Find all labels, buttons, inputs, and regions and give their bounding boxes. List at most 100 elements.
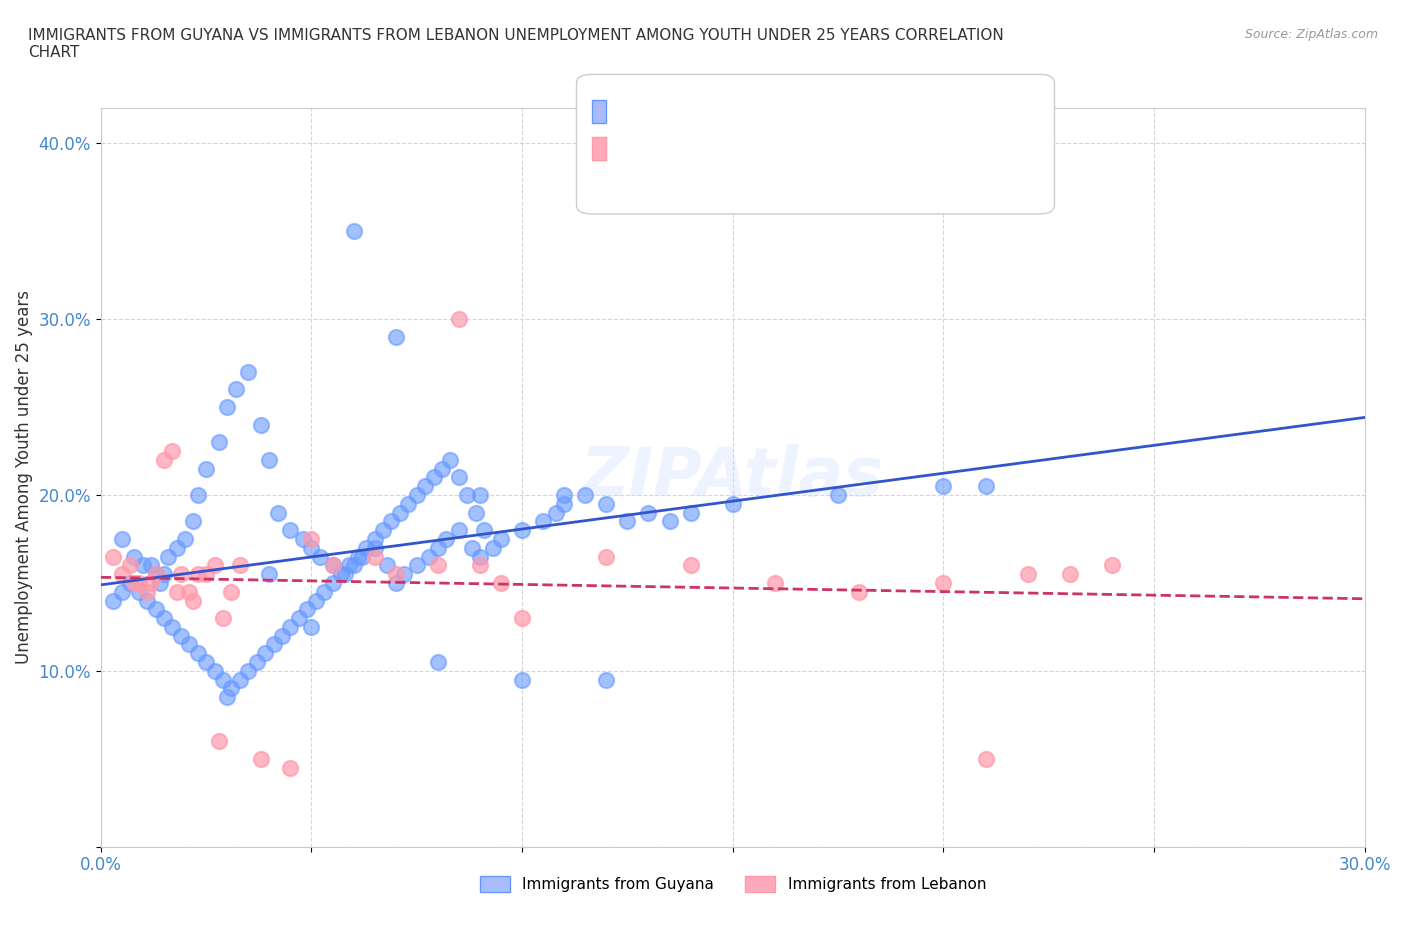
- Point: [321, 558, 343, 573]
- Point: [179, 584, 201, 599]
- Point: [426, 540, 449, 555]
- Point: [544, 505, 567, 520]
- Text: IMMIGRANTS FROM GUYANA VS IMMIGRANTS FROM LEBANON UNEMPLOYMENT AMONG YOUTH UNDER: IMMIGRANTS FROM GUYANA VS IMMIGRANTS FRO…: [28, 28, 1004, 60]
- Point: [187, 487, 209, 502]
- Point: [183, 514, 205, 529]
- Point: [595, 549, 617, 564]
- Legend: Immigrants from Guyana, Immigrants from Lebanon: Immigrants from Guyana, Immigrants from …: [474, 870, 993, 898]
- Point: [974, 751, 997, 766]
- Point: [464, 505, 486, 520]
- Point: [297, 602, 319, 617]
- Point: [426, 558, 449, 573]
- Point: [149, 576, 172, 591]
- Point: [510, 672, 533, 687]
- Point: [250, 751, 273, 766]
- Point: [422, 470, 444, 485]
- Point: [145, 602, 167, 617]
- Point: [174, 532, 197, 547]
- Point: [388, 505, 411, 520]
- Point: [658, 514, 681, 529]
- Point: [204, 663, 226, 678]
- Point: [187, 566, 209, 581]
- Point: [430, 461, 453, 476]
- Point: [204, 558, 226, 573]
- Point: [250, 418, 273, 432]
- Point: [212, 611, 235, 626]
- Point: [405, 558, 427, 573]
- Point: [292, 532, 315, 547]
- Point: [1017, 566, 1039, 581]
- Text: ZIPAtlas: ZIPAtlas: [581, 445, 884, 511]
- Point: [384, 329, 406, 344]
- Point: [392, 566, 415, 581]
- Point: [375, 558, 398, 573]
- Point: [456, 487, 478, 502]
- Point: [153, 452, 176, 467]
- Point: [363, 540, 385, 555]
- Point: [531, 514, 554, 529]
- Point: [120, 576, 142, 591]
- Point: [371, 523, 394, 538]
- Point: [217, 690, 239, 705]
- Point: [384, 566, 406, 581]
- Point: [510, 523, 533, 538]
- Point: [380, 514, 402, 529]
- Point: [350, 549, 373, 564]
- Point: [280, 619, 302, 634]
- Point: [132, 558, 155, 573]
- Point: [141, 576, 163, 591]
- Point: [288, 611, 311, 626]
- Point: [616, 514, 638, 529]
- Point: [595, 497, 617, 512]
- Point: [413, 479, 436, 494]
- Point: [103, 593, 125, 608]
- Point: [468, 487, 491, 502]
- Point: [166, 584, 188, 599]
- Y-axis label: Unemployment Among Youth under 25 years: Unemployment Among Youth under 25 years: [15, 290, 32, 664]
- Point: [553, 497, 575, 512]
- Point: [111, 532, 134, 547]
- Point: [321, 558, 343, 573]
- Point: [208, 434, 231, 449]
- Point: [111, 584, 134, 599]
- Point: [309, 549, 332, 564]
- Point: [162, 619, 184, 634]
- Point: [136, 584, 159, 599]
- Point: [136, 593, 159, 608]
- Text: R = 0.274   N = 110: R = 0.274 N = 110: [612, 112, 765, 126]
- Point: [329, 566, 352, 581]
- Point: [221, 681, 243, 696]
- Point: [162, 444, 184, 458]
- Point: [426, 655, 449, 670]
- Point: [259, 452, 281, 467]
- Point: [468, 558, 491, 573]
- Point: [128, 576, 150, 591]
- Point: [974, 479, 997, 494]
- Point: [229, 672, 252, 687]
- Point: [153, 566, 176, 581]
- Point: [363, 532, 385, 547]
- Point: [103, 549, 125, 564]
- Text: Source: ZipAtlas.com: Source: ZipAtlas.com: [1244, 28, 1378, 41]
- Point: [124, 576, 146, 591]
- Point: [932, 576, 955, 591]
- Point: [679, 505, 702, 520]
- Point: [333, 566, 356, 581]
- Point: [346, 549, 368, 564]
- Point: [280, 523, 302, 538]
- Point: [354, 540, 377, 555]
- Point: [225, 382, 247, 397]
- Point: [120, 558, 142, 573]
- Point: [481, 540, 503, 555]
- Point: [321, 576, 343, 591]
- Point: [259, 566, 281, 581]
- Point: [384, 576, 406, 591]
- Point: [280, 760, 302, 775]
- Point: [447, 312, 470, 326]
- Point: [254, 645, 277, 660]
- Point: [439, 452, 461, 467]
- Point: [721, 497, 744, 512]
- Point: [337, 558, 360, 573]
- Point: [145, 566, 167, 581]
- Point: [418, 549, 440, 564]
